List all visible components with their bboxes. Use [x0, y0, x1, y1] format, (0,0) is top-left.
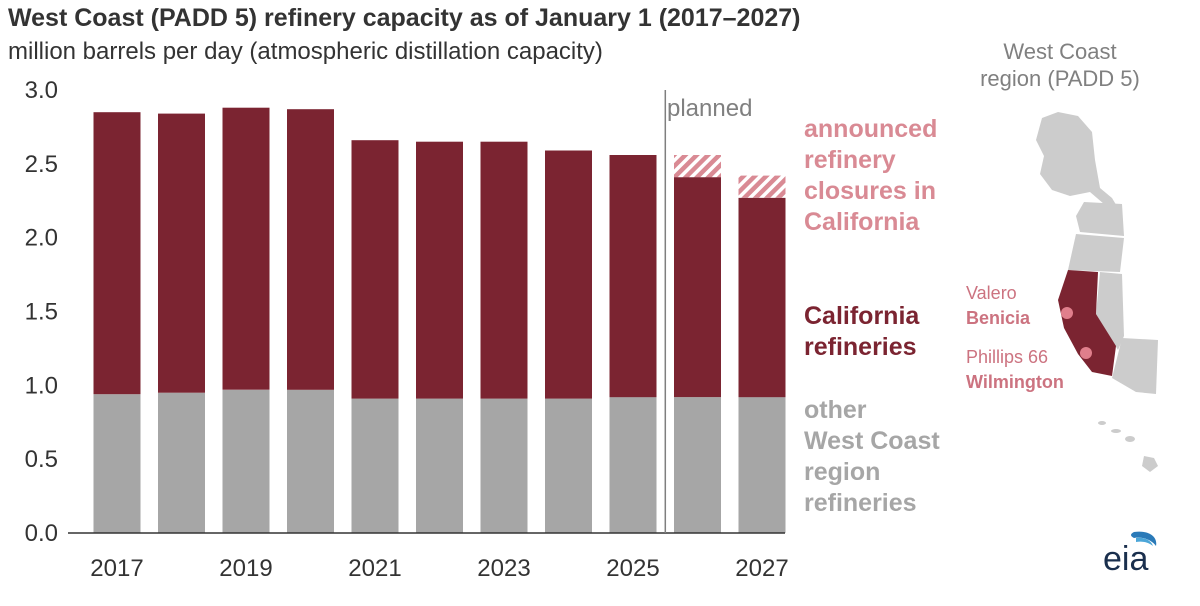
- site2-operator: Phillips 66: [966, 347, 1049, 367]
- y-tick-label: 2.0: [25, 225, 58, 252]
- bar-other-west-coast: [545, 398, 592, 533]
- map-caption-line: region (PADD 5): [980, 66, 1140, 91]
- site1-operator: Valero: [966, 283, 1017, 303]
- y-tick-label: 3.0: [25, 77, 58, 104]
- bar-other-west-coast: [738, 397, 786, 533]
- legend-announced-line: California: [804, 208, 920, 236]
- legend-other-line: West Coast: [804, 427, 940, 455]
- wilmington-marker: [1080, 347, 1092, 359]
- hawaii-island: [1142, 456, 1158, 472]
- map-caption: West Coast region (PADD 5): [960, 38, 1160, 92]
- legend-california-line: California: [804, 302, 920, 330]
- x-tick-label: 2027: [735, 555, 788, 582]
- alaska-shape: [1036, 112, 1118, 208]
- bar-announced-closure: [674, 155, 721, 178]
- bar-california: [545, 150, 592, 399]
- site1-name: Benicia: [966, 308, 1031, 328]
- map-caption-line: West Coast: [1003, 39, 1117, 64]
- legend-announced: announced refinery closures in Californi…: [804, 114, 937, 238]
- bar-california: [609, 155, 657, 398]
- eia-logo-text: eia: [1103, 540, 1149, 578]
- bar-california: [416, 141, 463, 399]
- x-tick-label: 2021: [348, 555, 401, 582]
- legend-announced-line: refinery: [804, 146, 896, 174]
- arizona-shape: [1112, 338, 1158, 394]
- washington-shape: [1076, 202, 1124, 236]
- bar-california: [93, 112, 141, 395]
- bar-other-west-coast: [93, 394, 141, 533]
- y-tick-label: 2.5: [25, 151, 58, 178]
- legend-california-line: refineries: [804, 333, 917, 361]
- y-tick-label: 0.0: [25, 520, 58, 547]
- bar-other-west-coast: [480, 398, 528, 533]
- padd5-map: [1036, 112, 1158, 472]
- hawaii-island: [1111, 429, 1121, 433]
- legend-announced-line: announced: [804, 115, 938, 143]
- bar-california: [222, 107, 270, 390]
- benicia-marker: [1061, 307, 1073, 319]
- bar-california: [674, 177, 721, 398]
- bar-other-west-coast: [416, 398, 463, 533]
- legend-other-line: refineries: [804, 489, 917, 517]
- bar-other-west-coast: [609, 397, 657, 533]
- y-tick-label: 1.0: [25, 372, 58, 399]
- hawaii-island: [1125, 436, 1135, 442]
- legend-other-line: other: [804, 396, 867, 424]
- bar-california: [351, 140, 399, 399]
- bar-other-west-coast: [222, 389, 270, 533]
- x-tick-label: 2023: [477, 555, 530, 582]
- x-tick-label: 2019: [219, 555, 272, 582]
- legend-other-line: region: [804, 458, 881, 486]
- y-tick-label: 0.5: [25, 446, 58, 473]
- california-shape: [1058, 270, 1116, 376]
- nevada-shape: [1096, 272, 1124, 350]
- chart-subtitle: million barrels per day (atmospheric dis…: [8, 38, 603, 65]
- hawaii-island: [1098, 421, 1106, 425]
- planned-annotation: planned: [667, 95, 752, 122]
- chart-title: West Coast (PADD 5) refinery capacity as…: [8, 4, 801, 32]
- site2-name: Wilmington: [966, 372, 1064, 392]
- bar-california: [158, 113, 205, 393]
- bar-other-west-coast: [158, 392, 205, 533]
- legend-announced-line: closures in: [804, 177, 936, 205]
- bar-california: [287, 109, 334, 390]
- x-tick-label: 2017: [90, 555, 143, 582]
- bar-california: [738, 197, 786, 398]
- x-tick-label: 2025: [606, 555, 659, 582]
- bar-california: [480, 141, 528, 399]
- eia-logo-swoosh: [1131, 531, 1157, 546]
- bar-other-west-coast: [351, 398, 399, 533]
- bar-other-west-coast: [287, 389, 334, 533]
- oregon-shape: [1068, 234, 1124, 272]
- y-tick-label: 1.5: [25, 299, 58, 326]
- legend-other: other West Coast region refineries: [804, 395, 940, 519]
- bar-announced-closure: [738, 175, 786, 198]
- bar-other-west-coast: [674, 397, 721, 533]
- legend-california: California refineries: [804, 301, 919, 363]
